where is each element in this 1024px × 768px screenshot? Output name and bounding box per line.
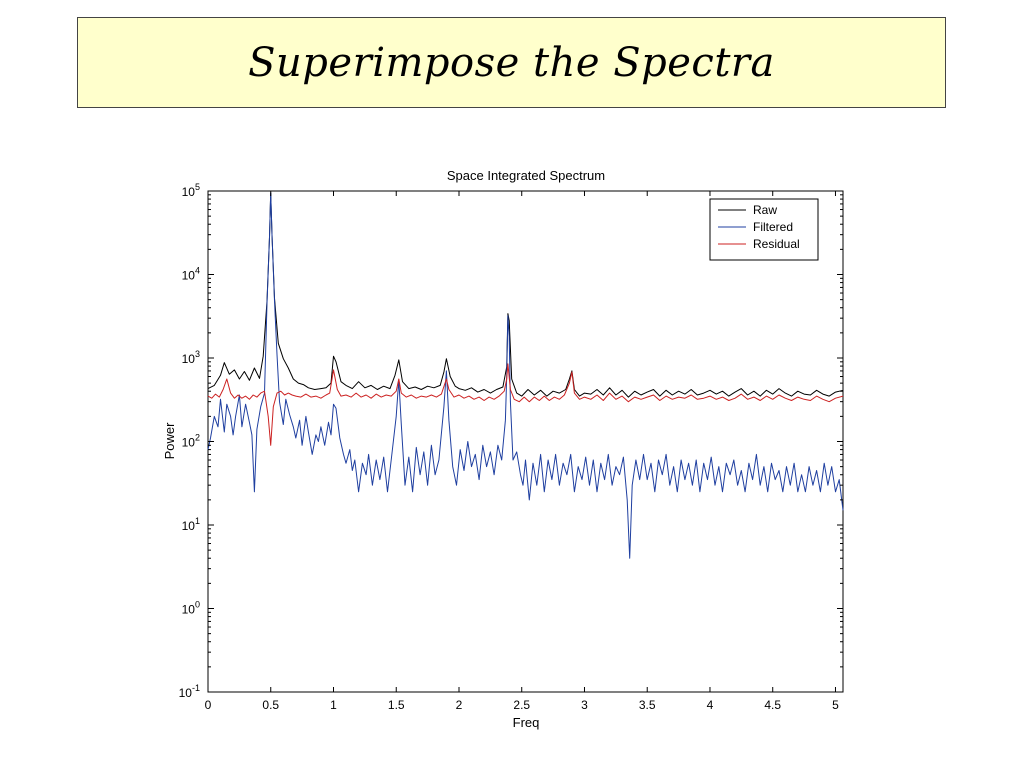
x-tick-label: 2.5 [513, 698, 530, 712]
x-tick-label: 4.5 [764, 698, 781, 712]
y-tick-base: 10 [182, 269, 196, 283]
y-tick-exponent: 2 [195, 433, 200, 443]
x-tick-label: 0 [205, 698, 212, 712]
series-line-raw [207, 192, 844, 398]
y-tick-label: 100 [182, 600, 200, 617]
y-tick-base: 10 [182, 352, 196, 366]
legend-label-raw: Raw [753, 203, 777, 217]
series-line-filtered [207, 192, 844, 559]
legend: Raw Filtered Residual [709, 198, 819, 261]
y-tick-label: 104 [182, 266, 200, 283]
y-tick-label: 102 [182, 433, 200, 450]
y-tick-exponent: 4 [195, 266, 200, 276]
x-tick-label: 1 [330, 698, 337, 712]
legend-label-filtered: Filtered [753, 220, 793, 234]
y-tick-base: 10 [179, 686, 193, 700]
x-tick-label: 4 [707, 698, 714, 712]
y-tick-base: 10 [182, 519, 196, 533]
y-tick-exponent: -1 [192, 683, 200, 693]
y-tick-label: 105 [182, 182, 200, 199]
x-tick-label: 1.5 [388, 698, 405, 712]
x-tick-label: 2 [456, 698, 463, 712]
series-layer [207, 192, 844, 559]
legend-box [709, 198, 819, 261]
y-tick-base: 10 [182, 436, 196, 450]
y-tick-exponent: 1 [195, 516, 200, 526]
y-tick-exponent: 0 [195, 600, 200, 610]
x-tick-label: 3.5 [639, 698, 656, 712]
chart-title: Space Integrated Spectrum [447, 168, 605, 183]
y-tick-exponent: 3 [195, 349, 200, 359]
x-axis-label: Freq [513, 715, 540, 730]
x-tick-label: 3 [581, 698, 588, 712]
slide-title-box: Superimpose the Spectra [77, 17, 946, 108]
axes-layer: 0 0.5 1 1.5 2 2.5 3 3.5 4 4.5 510-1100101102103104… [179, 182, 843, 712]
y-tick-base: 10 [182, 603, 196, 617]
plot-area [207, 190, 844, 693]
y-axis-label: Power [162, 422, 177, 460]
legend-label-residual: Residual [753, 237, 800, 251]
y-tick-base: 10 [182, 185, 196, 199]
x-tick-label: 0.5 [262, 698, 279, 712]
series-line-residual [207, 363, 844, 446]
slide-title: Superimpose the Spectra [248, 39, 775, 86]
y-tick-exponent: 5 [195, 182, 200, 192]
y-tick-label: 101 [182, 516, 200, 533]
y-tick-label: 10-1 [179, 683, 200, 700]
y-tick-label: 103 [182, 349, 200, 366]
x-tick-label: 5 [832, 698, 839, 712]
